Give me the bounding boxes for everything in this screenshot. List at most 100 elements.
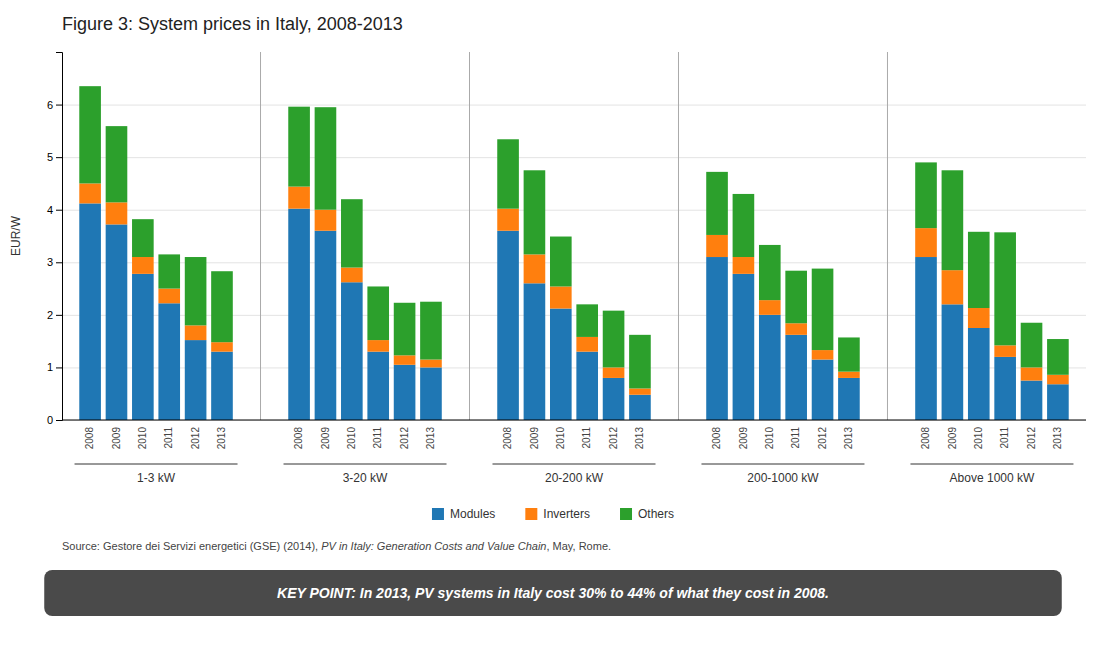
bar-segment [420, 367, 442, 420]
x-tick: 2009 [111, 427, 122, 450]
bar-segment [915, 162, 937, 228]
y-tick-label: 4 [47, 204, 53, 216]
bar-segment [1047, 339, 1069, 375]
x-tick-label: 2012 [608, 427, 619, 450]
x-tick: 2010 [764, 427, 775, 450]
bar-segment [288, 187, 310, 209]
bar-segment [629, 388, 651, 394]
y-tick-label: 3 [47, 256, 53, 268]
x-tick: 2013 [843, 427, 854, 450]
bar-segment [1021, 367, 1043, 380]
bar-segment [603, 367, 625, 378]
bar-segment [158, 303, 180, 420]
x-tick-label: 2011 [163, 427, 174, 449]
x-tick-label: 2011 [999, 427, 1010, 449]
bar-segment [158, 289, 180, 304]
bar-segment [185, 257, 207, 325]
legend-label: Inverters [543, 507, 590, 521]
bar-segment [524, 170, 546, 254]
bar-segment [550, 286, 572, 308]
x-tick: 2012 [1026, 427, 1037, 450]
x-baseline [62, 420, 1086, 421]
x-tick: 2013 [425, 427, 436, 450]
bar-segment [968, 308, 990, 328]
bar-segment [1021, 323, 1043, 368]
x-tick: 2011 [999, 427, 1010, 449]
bar-segment [420, 360, 442, 368]
x-tick-label: 2009 [320, 427, 331, 450]
x-tick-label: 2011 [372, 427, 383, 449]
group-bracket [75, 464, 238, 465]
y-grid [62, 105, 1086, 420]
bar-segment [733, 194, 755, 257]
group-label: 200-1000 kW [747, 471, 819, 485]
x-tick-label: 2013 [634, 427, 645, 450]
bar-segment [106, 126, 128, 202]
y-axis-title: EUR/W [9, 215, 23, 256]
x-axis: 200820092010201120122013 [920, 427, 1063, 450]
legend: ModulesInvertersOthers [432, 507, 674, 521]
x-tick: 2008 [293, 427, 304, 450]
group-bracket [492, 464, 655, 465]
bar-segment [915, 228, 937, 257]
bar-segment [79, 183, 101, 203]
x-tick: 2010 [973, 427, 984, 450]
bar-segment [576, 337, 598, 352]
grid-line [62, 105, 1086, 106]
key-point-banner [44, 570, 1062, 616]
x-tick-label: 2010 [346, 427, 357, 450]
x-tick-label: 2013 [843, 427, 854, 450]
legend-label: Others [638, 507, 674, 521]
legend-swatch [620, 508, 632, 520]
chart-svg: Figure 3: System prices in Italy, 2008-2… [0, 0, 1106, 668]
x-tick-label: 2009 [529, 427, 540, 450]
bar-segment [394, 303, 416, 356]
bar-segment [942, 304, 964, 420]
group-label: 1-3 kW [137, 471, 176, 485]
bar-segment [994, 357, 1016, 420]
bar-segment [706, 235, 728, 257]
x-axis: 200820092010201120122013 [84, 427, 227, 450]
bar-segment [394, 365, 416, 420]
bar-segment [367, 352, 389, 420]
bar-segment [524, 283, 546, 420]
bar-segment [942, 270, 964, 304]
x-tick: 2012 [608, 427, 619, 450]
bar-segment [759, 245, 781, 300]
legend-item: Inverters [525, 507, 590, 521]
bar-segment [1021, 381, 1043, 420]
bar-segment [629, 395, 651, 420]
bar-segment [733, 257, 755, 274]
x-tick: 2013 [634, 427, 645, 450]
bar-segment [394, 355, 416, 364]
x-tick-label: 2012 [190, 427, 201, 450]
y-tick-label: 6 [47, 99, 53, 111]
bar-segment [785, 323, 807, 335]
x-tick-label: 2012 [817, 427, 828, 450]
y-axis-line [56, 53, 63, 421]
group-separator [469, 52, 470, 420]
bar-series [79, 86, 1068, 388]
bar-segment [838, 372, 860, 378]
group-separator [887, 52, 888, 420]
x-axis: 200820092010201120122013 [293, 427, 436, 450]
bar-segment [706, 172, 728, 235]
bar-segment [132, 219, 154, 257]
bar-segment [812, 350, 834, 359]
x-tick-label: 2010 [973, 427, 984, 450]
y-tick-mark [56, 367, 62, 368]
grid-tick [62, 157, 1086, 158]
bars [79, 86, 1068, 420]
title: Figure 3: System prices in Italy, 2008-2… [62, 14, 403, 34]
x-tick: 2009 [320, 427, 331, 450]
y-tick-label: 1 [47, 361, 53, 373]
x-tick: 2008 [502, 427, 513, 450]
x-tick: 2010 [346, 427, 357, 450]
x-tick: 2011 [581, 427, 592, 449]
source-part: Source: Gestore dei Servizi energetici (… [62, 540, 321, 552]
bar-segment [785, 335, 807, 420]
group-label: 3-20 kW [343, 471, 388, 485]
y-tick-mark [56, 210, 62, 211]
x-tick: 2009 [738, 427, 749, 450]
y-tick-mark [56, 105, 62, 106]
